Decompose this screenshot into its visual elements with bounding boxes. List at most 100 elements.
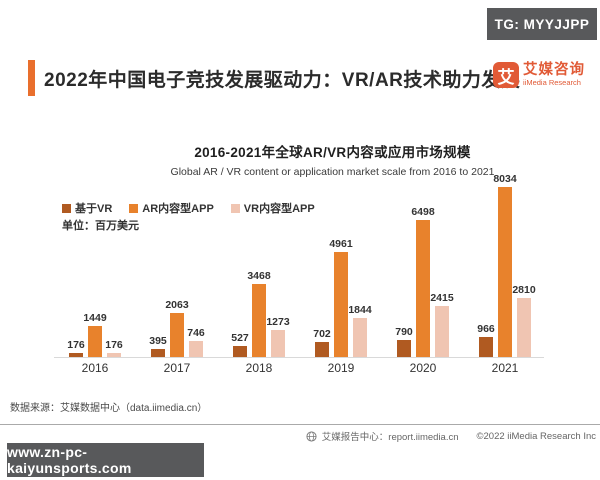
- footer-divider: [0, 424, 600, 425]
- iimedia-logo-name-cn: 艾媒咨询: [523, 62, 585, 79]
- bar-column: 2810: [512, 284, 536, 357]
- globe-icon: [306, 430, 317, 442]
- legend-swatch-icon: [62, 203, 71, 213]
- x-axis-label-2019: 2019: [327, 361, 355, 375]
- legend-item-VR内容型APP: VR内容型APP: [230, 200, 315, 216]
- bar-value-label: 702: [313, 328, 331, 340]
- bar-value-label: 2415: [430, 292, 454, 304]
- bar-AR内容型APP-2018: [252, 284, 266, 357]
- bar-基于VR-2021: [479, 337, 493, 357]
- bar-基于VR-2019: [315, 342, 329, 357]
- bar-column: 2063: [165, 299, 189, 357]
- copyright-text: ©2022 iiMedia Research Inc: [476, 430, 596, 442]
- bar-AR内容型APP-2019: [334, 252, 348, 357]
- bar-column: 395: [149, 335, 167, 357]
- iimedia-logo-icon: 艾: [493, 62, 519, 88]
- bar-value-label: 527: [231, 332, 249, 344]
- bar-基于VR-2018: [233, 346, 247, 357]
- chart-title: 2016-2021年全球AR/VR内容或应用市场规模: [194, 145, 471, 160]
- bar-value-label: 2810: [512, 284, 536, 296]
- bar-column: 527: [231, 332, 249, 357]
- bar-AR内容型APP-2020: [416, 220, 430, 357]
- chart-subtitle: Global AR / VR content or application ma…: [170, 166, 495, 178]
- bar-group-2019: 702 4961 1844 2019: [300, 238, 382, 375]
- x-axis-label-2016: 2016: [81, 361, 109, 375]
- bar-value-label: 176: [67, 339, 85, 351]
- bar-column: 176: [67, 339, 85, 357]
- report-center-text: 艾媒报告中心：report.iimedia.cn: [321, 432, 459, 443]
- bar-group-2018: 527 3468 1273 2018: [218, 270, 300, 375]
- bar-value-label: 395: [149, 335, 167, 347]
- bar-基于VR-2017: [151, 349, 165, 357]
- bar-column: 966: [477, 323, 495, 357]
- x-axis-label-2017: 2017: [163, 361, 191, 375]
- iimedia-logo-text: 艾媒咨询 iiMedia Research: [523, 63, 585, 86]
- bar-VR内容型APP-2016: [107, 353, 121, 357]
- bar-column: 1844: [348, 304, 372, 357]
- iimedia-logo: 艾 艾媒咨询 iiMedia Research: [493, 62, 585, 88]
- bar-value-label: 3468: [247, 270, 271, 282]
- plot-area: 176 1449 176 2016 395 2063 746 2017 527 3468 1273 2…: [54, 173, 544, 375]
- x-axis-label-2018: 2018: [245, 361, 273, 375]
- bar-value-label: 1273: [266, 316, 290, 328]
- bar-AR内容型APP-2017: [170, 313, 184, 357]
- bar-value-label: 6498: [411, 206, 435, 218]
- bar-column: 702: [313, 328, 331, 357]
- bar-value-label: 176: [105, 339, 123, 351]
- data-source-note: 数据来源：艾媒数据中心（data.iimedia.cn）: [10, 403, 208, 414]
- website-badge-label: www.zn-pc-kaiyunsports.com: [7, 444, 132, 476]
- bar-group-2017: 395 2063 746 2017: [136, 299, 218, 375]
- bar-value-label: 1844: [348, 304, 372, 316]
- bar-column: 746: [187, 327, 205, 357]
- chart-header: 2016-2021年全球AR/VR内容或应用市场规模 Global AR / V…: [60, 141, 600, 178]
- bar-VR内容型APP-2020: [435, 306, 449, 357]
- telegram-badge-label: TG: MYYJJPP: [494, 16, 590, 32]
- bar-group-2016: 176 1449 176 2016: [54, 312, 136, 375]
- chart-legend: 基于VR AR内容型APP VR内容型APP: [62, 200, 315, 216]
- bar-VR内容型APP-2018: [271, 330, 285, 357]
- footer-report-info: 艾媒报告中心：report.iimedia.cn ©2022 iiMedia R…: [306, 429, 596, 443]
- iimedia-logo-glyph: 艾: [497, 67, 515, 87]
- bar-column: 3468: [247, 270, 271, 357]
- bar-group-2021: 966 8034 2810 2021: [464, 173, 546, 375]
- x-axis-label-2020: 2020: [409, 361, 437, 375]
- page-title: 2022年中国电子竞技发展驱动力：VR/AR技术助力发展: [44, 69, 521, 91]
- title-accent-bar: [28, 60, 35, 96]
- bar-value-label: 2063: [165, 299, 189, 311]
- bar-group-2020: 790 6498 2415 2020: [382, 206, 464, 375]
- telegram-badge: TG: MYYJJPP: [487, 8, 597, 40]
- bar-value-label: 1449: [83, 312, 107, 324]
- iimedia-logo-name-en: iiMedia Research: [523, 77, 581, 87]
- bar-column: 4961: [329, 238, 353, 357]
- legend-swatch-icon: [230, 203, 240, 213]
- bar-VR内容型APP-2019: [353, 318, 367, 357]
- bar-value-label: 4961: [329, 238, 353, 250]
- bar-value-label: 746: [187, 327, 205, 339]
- bar-VR内容型APP-2021: [517, 298, 531, 357]
- bar-column: 176: [105, 339, 123, 357]
- bar-value-label: 790: [395, 326, 413, 338]
- bar-column: 1449: [83, 312, 107, 357]
- bar-AR内容型APP-2016: [88, 326, 102, 357]
- website-badge: www.zn-pc-kaiyunsports.com: [7, 443, 204, 477]
- page-header: 2022年中国电子竞技发展驱动力：VR/AR技术助力发展: [28, 60, 520, 96]
- legend-label: 基于VR: [75, 203, 113, 215]
- bar-column: 6498: [411, 206, 435, 357]
- bar-AR内容型APP-2021: [498, 187, 512, 357]
- x-axis-label-2021: 2021: [491, 361, 519, 375]
- bar-column: 790: [395, 326, 413, 357]
- bar-column: 8034: [493, 173, 517, 357]
- bar-基于VR-2016: [69, 353, 83, 357]
- bar-value-label: 966: [477, 323, 495, 335]
- bar-VR内容型APP-2017: [189, 341, 203, 357]
- legend-swatch-icon: [129, 203, 139, 213]
- legend-label: AR内容型APP: [142, 203, 214, 215]
- legend-label: VR内容型APP: [243, 203, 315, 215]
- bar-基于VR-2020: [397, 340, 411, 357]
- bar-column: 1273: [266, 316, 290, 357]
- bar-column: 2415: [430, 292, 454, 357]
- legend-item-基于VR: 基于VR: [62, 200, 112, 216]
- legend-item-AR内容型APP: AR内容型APP: [129, 200, 214, 216]
- unit-label: 单位：百万美元: [62, 220, 139, 232]
- bar-value-label: 8034: [493, 173, 517, 185]
